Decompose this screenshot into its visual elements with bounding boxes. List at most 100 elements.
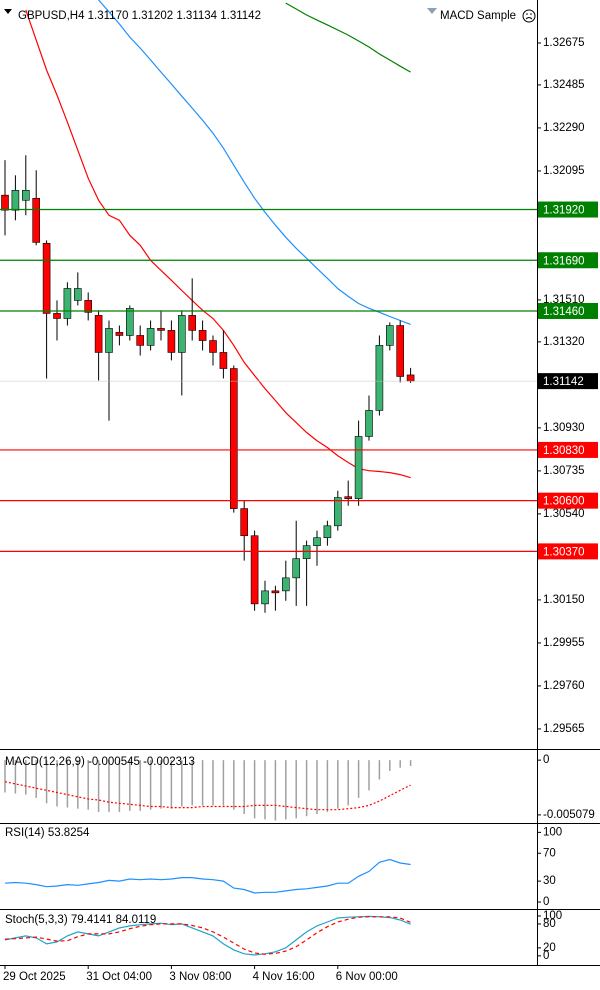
panel [4, 760, 412, 821]
candle-body [219, 352, 228, 369]
indicator-line [4, 915, 411, 956]
y-tick-label: 1.32095 [543, 165, 585, 177]
plot-area [1, 0, 415, 956]
y-tick-label: 20 [543, 942, 556, 954]
candle-body [396, 325, 405, 377]
candle-body [250, 535, 259, 605]
stoch-title: Stoch(5,3,3) 79.4141 84.0119 [5, 914, 156, 926]
candle-body [115, 332, 124, 336]
y-tick-label: 30 [543, 875, 556, 887]
candle-body [157, 328, 165, 331]
chart-title: GBPUSD,H4 1.31170 1.31202 1.31134 1.3114… [18, 10, 261, 22]
candle-body [63, 288, 72, 319]
candle-body [292, 558, 301, 579]
y-tick-label: 1.29955 [543, 637, 585, 649]
candle-body [209, 340, 217, 353]
level-label-box [538, 543, 598, 560]
y-tick-label: 80 [543, 918, 556, 930]
level-label: 1.30370 [543, 546, 585, 558]
y-tick-label: 100 [543, 910, 562, 922]
y-tick-label: 1.32675 [543, 37, 585, 49]
macd-title: MACD(12,26,9) -0.000545 -0.002313 [5, 756, 195, 768]
panel [1, 0, 415, 613]
level-label: 1.30600 [543, 496, 585, 508]
panel [4, 915, 411, 956]
candle-body [21, 190, 30, 201]
level-label: 1.30830 [543, 445, 585, 457]
candle-body [344, 496, 353, 499]
y-tick-label: 1.29565 [543, 723, 585, 735]
candle-body [230, 368, 238, 509]
candle-body [385, 325, 394, 346]
candle-body [1, 194, 9, 211]
candle-body [323, 525, 332, 539]
expert-smiley [522, 9, 536, 23]
candle-body [365, 410, 373, 437]
x-tick-label: 4 Nov 16:00 [253, 971, 315, 983]
candle-body [281, 577, 290, 592]
candle-body [53, 313, 61, 319]
candle-body [94, 315, 103, 353]
y-tick-label: 100 [543, 826, 562, 838]
level-label: 1.31690 [543, 255, 585, 267]
indicator-line [4, 858, 411, 894]
indicator-line [98, 0, 411, 325]
y-tick-label: 1.31320 [543, 336, 585, 348]
candle-body [11, 190, 20, 211]
candle-body [136, 335, 144, 346]
y-tick-label: 1.30150 [543, 594, 585, 606]
expert-name: MACD Sample [440, 10, 516, 22]
level-label-box [538, 441, 598, 458]
y-tick-label: 0 [543, 950, 549, 962]
y-tick-label: 0 [543, 896, 549, 908]
indicator-line [4, 781, 411, 811]
candle-body [167, 330, 176, 353]
indicator-line [4, 916, 411, 955]
level-label-box [538, 492, 598, 509]
candle-body [271, 590, 280, 594]
level-label: 1.31460 [543, 306, 585, 318]
candle-body [146, 328, 155, 346]
level-label-box [538, 252, 598, 269]
x-tick-label: 31 Oct 04:00 [86, 971, 152, 983]
candle-body [105, 328, 113, 353]
level-label-box [538, 302, 598, 319]
y-tick-label: 1.32290 [543, 122, 585, 134]
candle-body [32, 197, 41, 243]
x-tick-label: 29 Oct 2025 [3, 971, 66, 983]
last-price-label: 1.31142 [543, 376, 584, 388]
y-tick-label: 70 [543, 847, 556, 859]
candle-body [302, 545, 311, 559]
candle-body [198, 330, 207, 341]
indicator-line [25, 9, 411, 479]
panel [4, 858, 411, 894]
candle-body [261, 590, 269, 605]
x-tick-label: 3 Nov 08:00 [169, 971, 231, 983]
one-click-icon [427, 8, 437, 14]
level-label-box [538, 201, 598, 218]
candle-body [188, 315, 196, 331]
candle-body [126, 308, 134, 336]
candle-body [84, 300, 92, 313]
y-tick-label: 1.30735 [543, 465, 585, 477]
candle-body [333, 497, 342, 527]
indicator-line [285, 2, 411, 73]
last-price-box [538, 373, 598, 390]
candle-body [240, 508, 248, 537]
candle-body [406, 374, 415, 382]
candle-body [74, 288, 82, 301]
candle-body [375, 345, 384, 411]
y-tick-label: 0 [543, 754, 549, 766]
y-tick-label: 1.32485 [543, 79, 585, 91]
candle-body [354, 436, 363, 499]
x-tick-label: 6 Nov 00:00 [336, 971, 398, 983]
y-tick-label: 1.30540 [543, 508, 585, 520]
y-tick-label: 1.29760 [543, 680, 585, 692]
candle-body [313, 537, 321, 546]
candle-body [178, 315, 186, 353]
y-tick-label: -0.005079 [543, 809, 595, 821]
candle-body [42, 242, 51, 314]
level-label: 1.31920 [543, 205, 585, 217]
